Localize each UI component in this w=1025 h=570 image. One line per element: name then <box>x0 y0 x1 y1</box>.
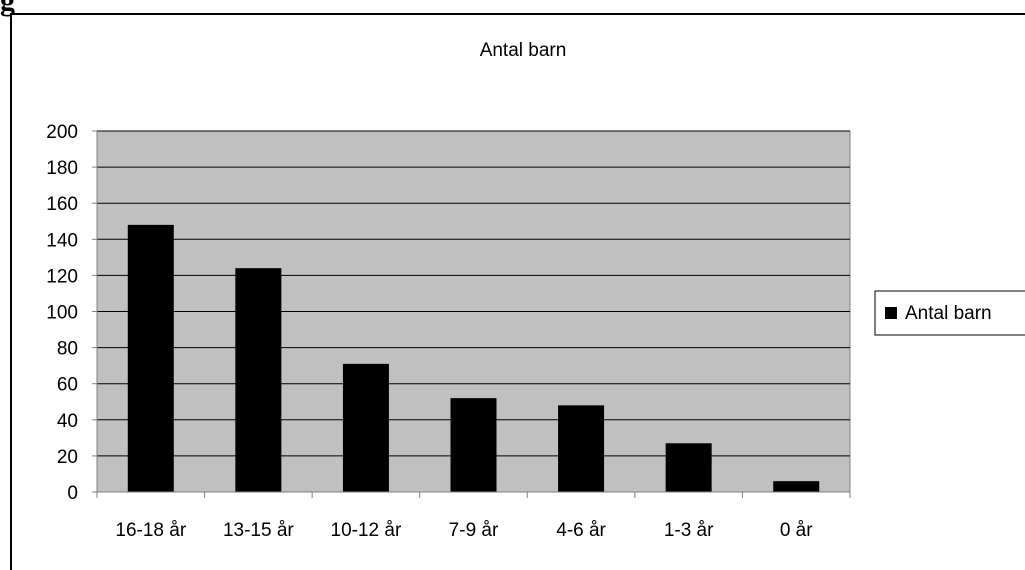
legend-swatch <box>885 307 897 319</box>
bar <box>665 443 712 492</box>
x-tick-label: 16-18 år <box>115 520 186 541</box>
bar <box>450 398 497 492</box>
bar <box>558 405 605 492</box>
bar <box>342 363 389 492</box>
y-tick-label: 200 <box>46 122 78 143</box>
y-tick-label: 60 <box>57 375 78 396</box>
y-tick-label: 80 <box>57 339 78 360</box>
x-tick-labels: 16-18 år 13-15 år 10-12 år 7-9 år 4-6 år 1-3 … <box>115 520 813 541</box>
bar <box>127 224 174 493</box>
bars <box>127 224 820 493</box>
y-tick-label: 120 <box>46 266 78 287</box>
x-tick-label: 10-12 år <box>331 520 402 541</box>
y-tick-label: 140 <box>46 230 78 251</box>
y-tick-label: 20 <box>57 447 78 468</box>
y-tick-label: 100 <box>46 303 78 324</box>
y-tick-label: 40 <box>57 411 78 432</box>
legend: Antal barn <box>874 290 1025 336</box>
y-tick-label: 0 <box>67 483 78 504</box>
x-tick-label: 1-3 år <box>664 520 714 541</box>
y-tick-labels: 0 20 40 60 80 100 120 140 160 180 200 <box>46 122 78 504</box>
bar <box>773 481 820 492</box>
x-tick-label: 0 år <box>780 520 813 541</box>
bar <box>235 268 282 492</box>
x-tick-label: 7-9 år <box>449 520 499 541</box>
y-tick-label: 160 <box>46 194 78 215</box>
page-heading-fragment: g <box>0 0 15 17</box>
y-tick-label: 180 <box>46 158 78 179</box>
x-tick-label: 13-15 år <box>223 520 294 541</box>
axes <box>92 130 851 498</box>
chart-title: Antal barn <box>480 40 567 61</box>
legend-label: Antal barn <box>905 303 992 324</box>
x-tick-label: 4-6 år <box>556 520 606 541</box>
legend-box <box>874 290 1025 336</box>
